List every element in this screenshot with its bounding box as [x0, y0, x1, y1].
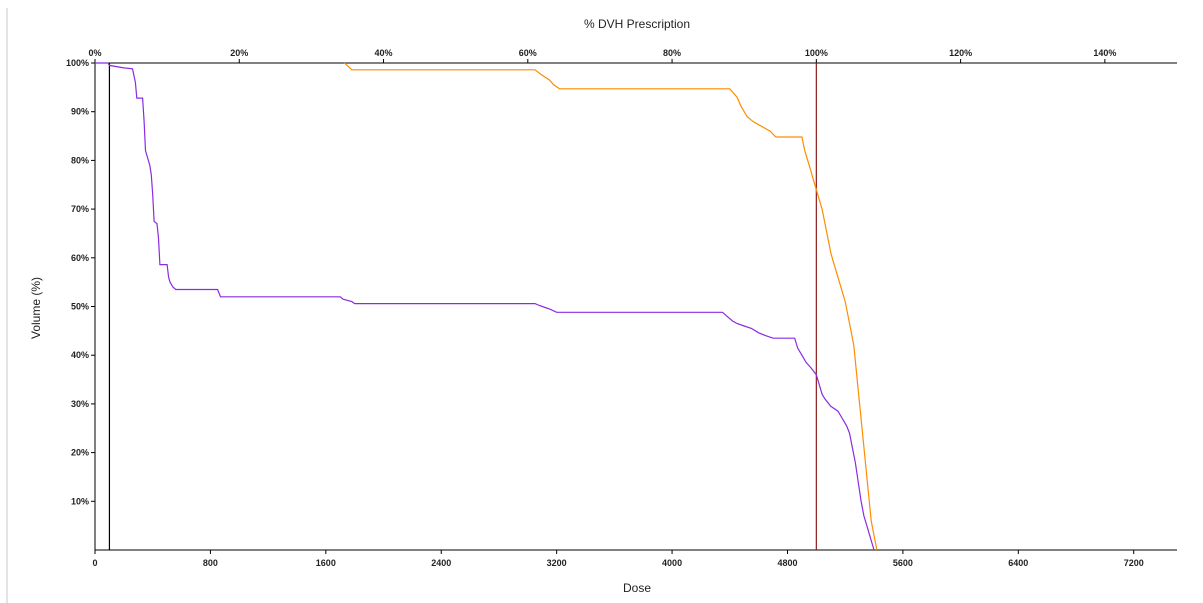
y-tick-label: 50%	[71, 302, 89, 312]
y-tick-label: 100%	[66, 58, 89, 68]
chart-title: % DVH Prescription	[584, 17, 690, 31]
y-tick-label: 90%	[71, 107, 89, 117]
plot-area: 0 800 1600 2400 3200 4000 4800 5600 6400 7200 0% 20…	[66, 48, 1177, 568]
top-tick-label: 120%	[949, 48, 972, 58]
x-tick-label: 7200	[1124, 558, 1144, 568]
top-tick-label: 40%	[375, 48, 393, 58]
x-tick-label: 6400	[1008, 558, 1028, 568]
y-axis-title: Volume (%)	[29, 277, 43, 339]
x-tick-label: 5600	[893, 558, 913, 568]
y-tick-label: 40%	[71, 350, 89, 360]
top-tick-label: 100%	[805, 48, 828, 58]
y-tick-label: 60%	[71, 253, 89, 263]
series-line-1	[95, 62, 875, 551]
y-tick-label: 30%	[71, 399, 89, 409]
y-tick-label: 10%	[71, 496, 89, 506]
top-tick-label: 80%	[663, 48, 681, 58]
top-tick-label: 0%	[88, 48, 101, 58]
x-tick-label: 1600	[316, 558, 336, 568]
x-tick-label: 4800	[777, 558, 797, 568]
y-tick-label: 80%	[71, 155, 89, 165]
y-tick-label: 20%	[71, 448, 89, 458]
y-tick-label: 70%	[71, 204, 89, 214]
top-tick-label: 140%	[1093, 48, 1116, 58]
x-tick-label: 2400	[431, 558, 451, 568]
series-line-2	[344, 62, 878, 551]
x-tick-label: 4000	[662, 558, 682, 568]
x-tick-label: 800	[203, 558, 218, 568]
top-tick-label: 20%	[230, 48, 248, 58]
top-tick-label: 60%	[519, 48, 537, 58]
x-tick-label: 3200	[547, 558, 567, 568]
x-axis-title: Dose	[623, 581, 651, 595]
x-tick-label: 0	[92, 558, 97, 568]
